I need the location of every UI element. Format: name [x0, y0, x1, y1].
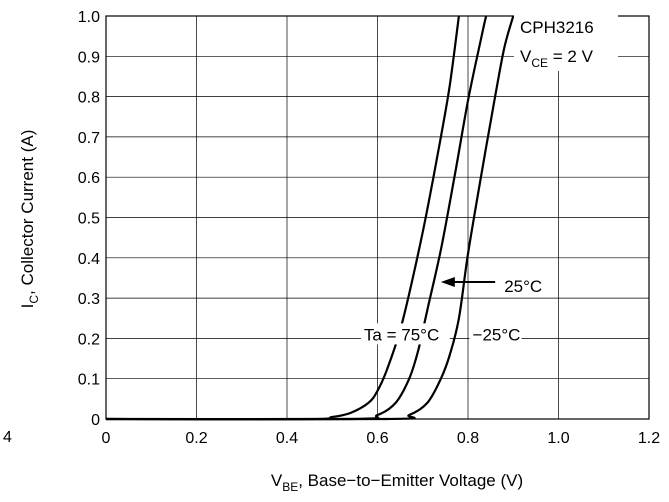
annotation-background	[501, 275, 544, 297]
y-tick-label: 0.9	[78, 49, 100, 66]
x-axis-label: VBE, Base−to−Emitter Voltage (V)	[271, 471, 523, 494]
x-tick-label: 1.2	[638, 430, 660, 447]
grid	[105, 15, 650, 420]
y-tick-label: 0.2	[78, 331, 100, 348]
annotations: Ta = 75°C 25°C −25°C	[360, 275, 544, 345]
x-tick-label: 0.4	[276, 430, 298, 447]
arrow-head	[440, 276, 455, 287]
annotation-label: 25°C	[504, 277, 542, 296]
x-tick-label: 1.0	[547, 430, 569, 447]
stray-label: 4	[3, 429, 12, 446]
y-tick-label: 0.6	[78, 170, 100, 187]
y-tick-label: 0.3	[78, 291, 100, 308]
x-tick-label: 0.6	[366, 430, 388, 447]
x-tick-labels: 0 0.2 0.4 0.6 0.8 1.0 1.2	[102, 430, 661, 447]
y-tick-label: 0.1	[78, 372, 100, 389]
series-line	[105, 15, 515, 421]
annotation-background	[469, 323, 522, 345]
annotation-label: −25°C	[473, 325, 521, 344]
y-tick-label: 0.5	[78, 211, 100, 228]
y-axis-label: IC, Collector Current (A)	[18, 130, 41, 309]
x-tick-label: 0.2	[185, 430, 207, 447]
annotation-arrow	[440, 276, 496, 287]
y-tick-label: 0	[91, 412, 100, 429]
condition-label: VCE = 2 V	[520, 47, 594, 70]
y-tick-label: 1.0	[78, 9, 100, 26]
annotation-label: Ta = 75°C	[364, 325, 439, 344]
y-tick-label: 0.8	[78, 90, 100, 107]
x-tick-label: 0	[102, 430, 111, 447]
curves	[105, 15, 515, 421]
y-tick-label: 0.4	[78, 251, 100, 268]
y-tick-labels: 0 0.1 0.2 0.3 0.4 0.5 0.6 0.7 0.8 0.9 1.0	[78, 9, 100, 429]
device-label: CPH3216	[520, 18, 594, 37]
annotation-background	[360, 323, 450, 345]
x-tick-label: 0.8	[457, 430, 479, 447]
y-tick-label: 0.7	[78, 130, 100, 147]
device-label-background	[514, 11, 618, 71]
